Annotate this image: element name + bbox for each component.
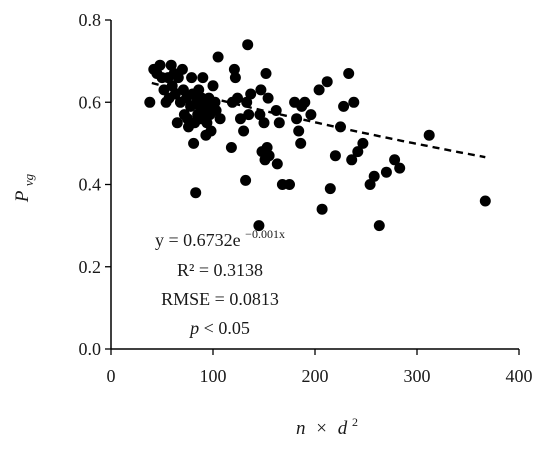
p-value-label: p < 0.05 — [188, 318, 250, 338]
y-tick-label-0: 0.0 — [79, 339, 102, 359]
data-point-78 — [295, 137, 307, 149]
data-point-27 — [190, 187, 202, 199]
rmse-label: RMSE = 0.0813 — [161, 289, 279, 309]
data-point-42 — [205, 125, 217, 137]
trendline-equation: y = 0.6732e −0.001x — [155, 227, 285, 250]
data-point-55 — [240, 174, 252, 186]
data-point-72 — [273, 117, 285, 129]
data-point-84 — [321, 76, 333, 88]
data-point-92 — [352, 146, 364, 158]
trendline — [151, 81, 486, 159]
data-point-46 — [212, 51, 224, 63]
equation-base: y = 0.6732e — [155, 230, 241, 250]
data-point-90 — [346, 154, 358, 166]
data-point-50 — [228, 63, 240, 75]
data-point-91 — [348, 96, 360, 108]
data-point-100 — [423, 129, 435, 141]
data-point-81 — [305, 109, 317, 121]
data-points — [144, 39, 491, 232]
x-tick-label-2: 200 — [302, 366, 329, 386]
x-axis-title-var: d — [338, 418, 348, 439]
data-point-23 — [186, 72, 198, 84]
y-tick-label-2: 0.4 — [79, 175, 102, 195]
data-point-97 — [380, 166, 392, 178]
data-point-77 — [293, 125, 305, 137]
data-point-66 — [260, 68, 272, 79]
data-point-45 — [210, 105, 222, 116]
data-point-99 — [394, 162, 406, 174]
data-point-13 — [171, 117, 183, 129]
data-point-43 — [207, 80, 219, 92]
data-point-85 — [324, 183, 336, 195]
data-point-83 — [316, 203, 328, 215]
data-point-96 — [373, 220, 385, 232]
r-squared-label: R² = 0.3138 — [177, 260, 263, 280]
data-point-89 — [343, 68, 355, 79]
data-point-68 — [262, 92, 274, 104]
x-tick-label-0: 0 — [107, 366, 116, 386]
y-tick-label-4: 0.8 — [79, 10, 102, 30]
data-point-53 — [235, 113, 246, 125]
data-point-64 — [258, 117, 270, 129]
x-axis-title-times: × — [316, 418, 327, 439]
data-point-62 — [255, 84, 267, 96]
data-point-51 — [229, 72, 241, 84]
y-tick-label-3: 0.6 — [79, 92, 102, 112]
x-tick-label-3: 300 — [404, 366, 431, 386]
data-point-57 — [242, 39, 254, 51]
data-point-0 — [144, 96, 156, 108]
data-point-34 — [197, 72, 209, 84]
data-point-95 — [368, 170, 380, 182]
data-point-3 — [154, 59, 166, 71]
data-point-58 — [243, 109, 255, 121]
data-point-94 — [364, 179, 376, 190]
axis-ticks — [105, 19, 520, 355]
x-tick-label-1: 100 — [200, 366, 227, 386]
data-point-71 — [271, 158, 283, 170]
data-point-93 — [357, 137, 369, 149]
data-point-52 — [232, 92, 243, 104]
y-tick-label-1: 0.2 — [79, 257, 102, 277]
x-tick-label-4: 400 — [506, 366, 533, 386]
data-point-61 — [254, 109, 266, 121]
x-axis-title-exponent: 2 — [352, 415, 358, 429]
data-point-74 — [284, 179, 295, 190]
data-point-69 — [263, 150, 275, 162]
p-value-rest: < 0.05 — [204, 318, 250, 338]
data-point-98 — [389, 154, 401, 166]
data-point-60 — [253, 220, 265, 232]
equation-exponent: −0.001x — [245, 227, 285, 241]
data-point-59 — [245, 88, 257, 100]
data-point-47 — [214, 113, 226, 125]
x-axis-title-base: n — [296, 418, 306, 439]
data-point-12 — [169, 88, 181, 100]
data-point-101 — [479, 195, 491, 207]
data-point-56 — [241, 96, 253, 108]
data-point-9 — [165, 59, 177, 71]
y-axis-title-base: P — [12, 190, 33, 203]
data-point-16 — [176, 63, 188, 75]
data-point-88 — [338, 100, 350, 112]
y-axis-title: P vg — [12, 173, 36, 203]
x-axis-title: n × d 2 — [296, 415, 358, 439]
data-point-82 — [313, 84, 325, 96]
data-point-86 — [329, 150, 341, 162]
data-point-14 — [172, 72, 184, 84]
data-point-25 — [188, 137, 200, 149]
data-point-80 — [299, 96, 311, 108]
data-point-67 — [261, 142, 273, 153]
data-point-48 — [225, 142, 237, 153]
data-point-54 — [238, 125, 250, 137]
p-value-symbol: p — [188, 318, 199, 338]
y-axis-title-subscript: vg — [21, 173, 36, 186]
